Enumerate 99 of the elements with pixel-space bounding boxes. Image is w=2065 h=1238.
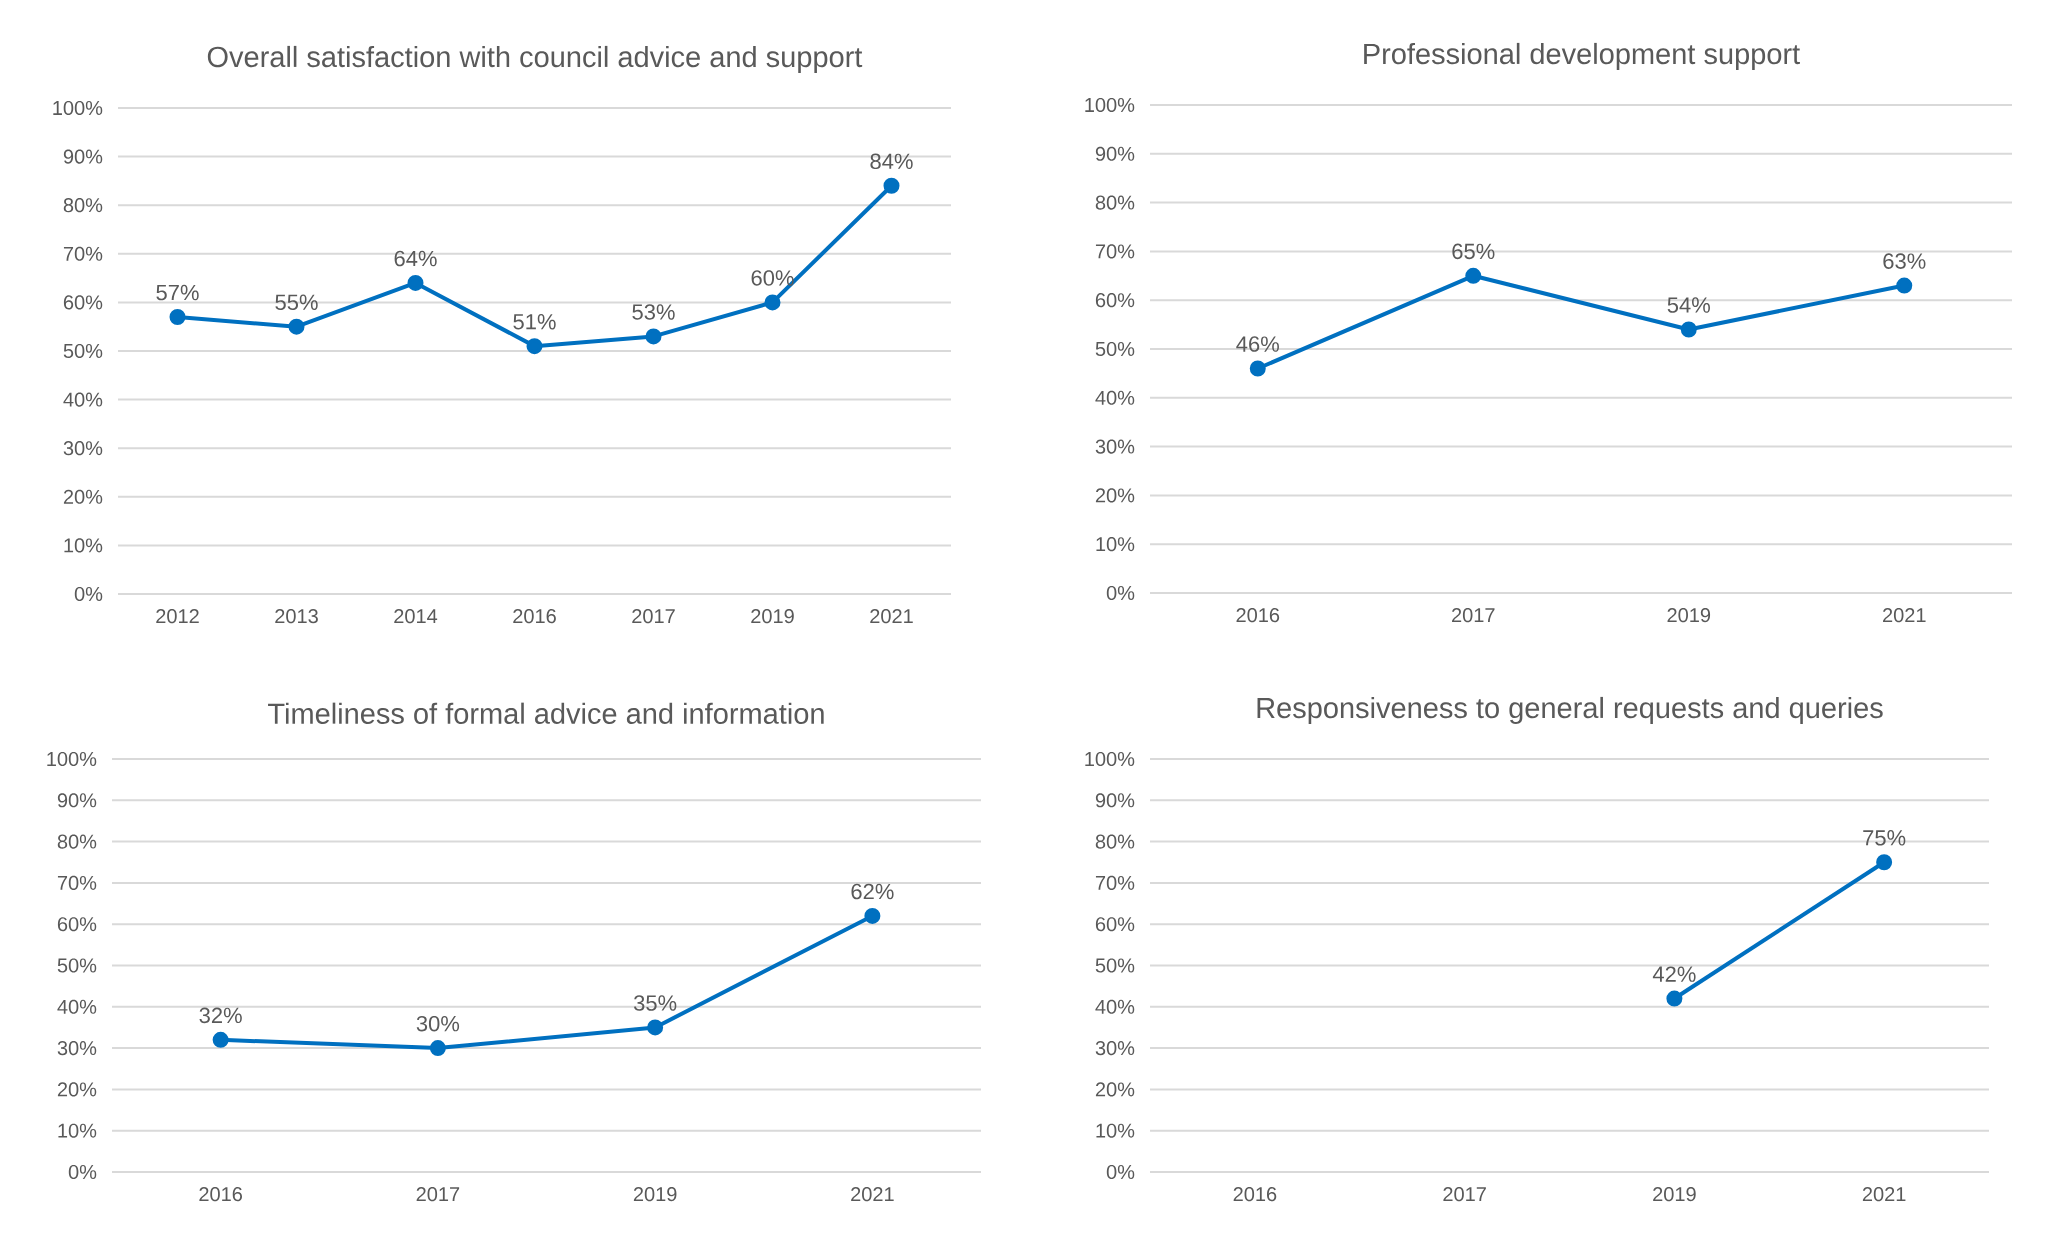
y-tick-label: 90% — [1095, 146, 1135, 161]
y-tick-label: 10% — [1096, 537, 1135, 552]
y-tick-label: 80% — [57, 834, 97, 849]
x-tick-label: 2019 — [1653, 1187, 1696, 1202]
data-label: 35% — [633, 995, 677, 1011]
x-tick-label: 2016 — [1233, 1187, 1277, 1202]
x-tick-label: 2017 — [632, 609, 675, 624]
y-tick-label: 50% — [57, 958, 97, 973]
y-tick-label: 60% — [63, 295, 103, 310]
data-label: 57% — [156, 284, 199, 301]
x-tick-label: 2019 — [633, 1187, 677, 1202]
x-tick-label: 2016 — [199, 1187, 242, 1202]
y-tick-label: 60% — [1095, 293, 1135, 308]
y-tick-label: 80% — [1095, 195, 1135, 210]
x-tick-label: 2019 — [1667, 608, 1711, 623]
y-tick-label: 90% — [1095, 793, 1135, 808]
point — [1896, 277, 1913, 294]
data-label: 55% — [275, 294, 318, 311]
y-tick-label: 50% — [1095, 958, 1135, 973]
point — [429, 1040, 446, 1057]
chart-title: Professional development support — [1364, 42, 1800, 70]
x-tick-label: 2021 — [870, 609, 913, 624]
data-label: 60% — [751, 270, 794, 286]
data-label: 46% — [1236, 336, 1279, 352]
chart-title: Timeliness of formal advice and information — [268, 702, 824, 724]
x-tick-label: 2012 — [156, 609, 199, 624]
y-tick-label: 20% — [63, 489, 103, 504]
y-tick-label: 40% — [63, 392, 103, 407]
y-tick-label: 60% — [57, 917, 97, 932]
y-tick-label: 0% — [1106, 1164, 1135, 1180]
x-tick-label: 2021 — [1883, 608, 1926, 623]
y-tick-label: 30% — [63, 441, 103, 456]
point — [1465, 267, 1482, 284]
point — [288, 318, 305, 335]
point — [647, 1019, 664, 1036]
point — [407, 274, 424, 291]
y-tick-label: 10% — [58, 1123, 97, 1138]
y-tick-label: 50% — [63, 343, 103, 359]
data-label: 84% — [870, 153, 913, 170]
y-tick-label: 70% — [1095, 875, 1135, 890]
y-tick-label: 90% — [57, 793, 97, 808]
y-tick-label: 30% — [57, 1041, 97, 1056]
point — [212, 1031, 229, 1048]
data-label: 53% — [632, 304, 675, 320]
y-tick-label: 100% — [1085, 97, 1135, 113]
y-tick-label: 10% — [1096, 1123, 1135, 1138]
y-tick-label: 100% — [47, 751, 97, 767]
y-tick-label: 30% — [1095, 1041, 1135, 1056]
data-label: 32% — [199, 1007, 242, 1024]
point — [764, 294, 781, 311]
data-label: 75% — [1863, 830, 1906, 846]
data-label: 54% — [1667, 297, 1710, 313]
point — [1249, 360, 1266, 377]
y-tick-label: 40% — [57, 999, 97, 1014]
y-tick-label: 60% — [1095, 917, 1135, 932]
y-tick-label: 50% — [1095, 341, 1135, 357]
data-label: 62% — [851, 883, 894, 900]
x-tick-label: 2017 — [1452, 608, 1495, 623]
y-tick-label: 70% — [1095, 244, 1135, 259]
y-tick-label: 30% — [1095, 439, 1135, 454]
data-label: 64% — [394, 250, 437, 267]
y-tick-label: 80% — [63, 198, 103, 213]
data-label: 51% — [513, 314, 556, 330]
point — [645, 328, 662, 345]
data-label: 30% — [416, 1015, 460, 1032]
y-tick-label: 100% — [53, 100, 103, 116]
y-tick-label: 20% — [1095, 488, 1135, 503]
y-tick-label: 90% — [63, 149, 103, 164]
y-tick-label: 0% — [74, 586, 103, 602]
point — [169, 308, 186, 325]
y-tick-label: 0% — [68, 1164, 97, 1180]
point — [526, 338, 543, 355]
x-tick-label: 2021 — [1862, 1187, 1906, 1202]
point — [1680, 321, 1697, 338]
data-label: 42% — [1652, 966, 1696, 982]
chart-title: Overall satisfaction with council advice and support — [207, 45, 863, 73]
point — [864, 907, 881, 924]
y-tick-label: 80% — [1095, 834, 1135, 849]
y-tick-label: 100% — [1085, 751, 1135, 767]
x-tick-label: 2019 — [751, 609, 794, 624]
data-label: 65% — [1452, 243, 1495, 260]
y-tick-label: 20% — [1095, 1082, 1135, 1097]
chart-title: Responsiveness to general requests and queries — [1257, 696, 1883, 724]
y-tick-label: 10% — [64, 538, 103, 553]
y-tick-label: 40% — [1095, 999, 1135, 1014]
y-tick-label: 0% — [1106, 585, 1135, 601]
x-tick-label: 2017 — [416, 1187, 460, 1202]
y-tick-label: 20% — [57, 1082, 97, 1097]
x-tick-label: 2013 — [275, 609, 318, 624]
y-tick-label: 70% — [63, 246, 103, 261]
data-label: 63% — [1883, 253, 1926, 269]
x-tick-label: 2014 — [394, 609, 438, 624]
y-tick-label: 70% — [57, 875, 97, 890]
x-tick-label: 2016 — [1236, 608, 1280, 623]
x-tick-label: 2016 — [513, 609, 556, 624]
y-tick-label: 40% — [1095, 390, 1135, 405]
x-tick-label: 2021 — [851, 1187, 894, 1202]
point — [883, 177, 900, 194]
x-tick-label: 2017 — [1443, 1187, 1486, 1202]
